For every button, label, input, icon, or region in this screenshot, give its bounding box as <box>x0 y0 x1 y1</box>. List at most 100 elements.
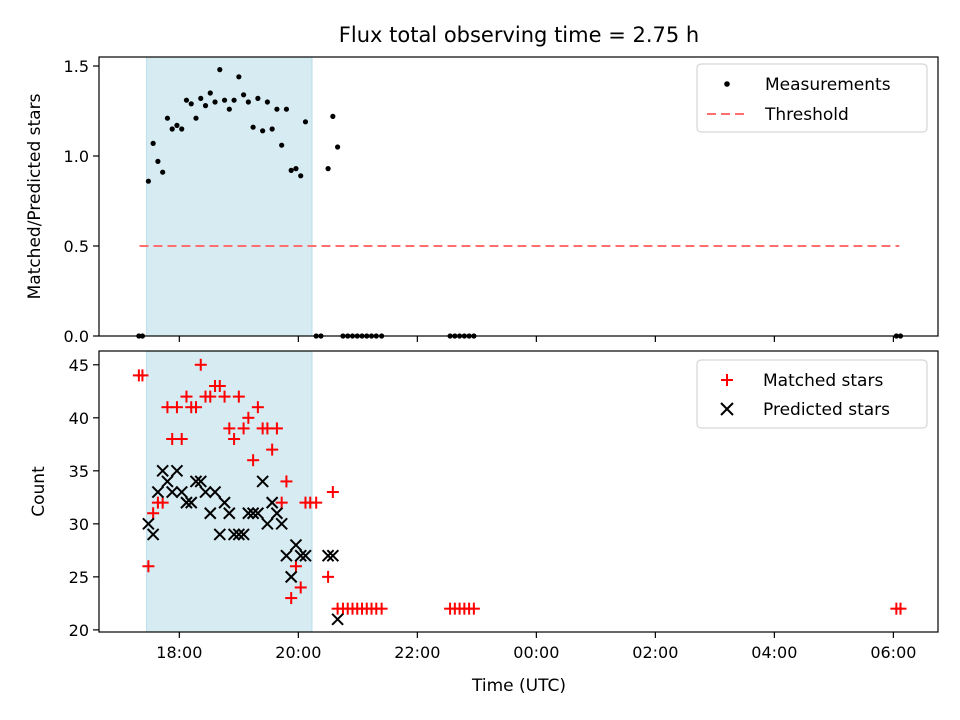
predicted-star-point <box>265 496 279 509</box>
predicted-star-point <box>170 464 184 478</box>
measurement-point <box>288 167 294 173</box>
predicted-star-point <box>146 528 160 541</box>
predicted-star-point <box>142 517 155 531</box>
predicted-star-point <box>284 570 298 584</box>
predicted-star-point <box>204 507 217 520</box>
matched-star-point <box>310 496 323 509</box>
measurement-point <box>269 126 275 132</box>
predicted-star-point <box>151 485 165 499</box>
predicted-star-point <box>275 517 288 531</box>
matched-star-point <box>294 581 307 594</box>
top-y-tick-label: 1.5 <box>64 57 89 76</box>
measurement-point <box>302 119 309 125</box>
x-tick-label: 20:00 <box>275 643 321 662</box>
measurement-point <box>255 95 261 101</box>
measurement-point <box>325 166 331 172</box>
matched-star-point <box>467 602 480 615</box>
measurement-point <box>245 99 251 105</box>
matched-star-point <box>289 560 302 573</box>
predicted-star-point <box>185 496 198 509</box>
legend-predicted-label: Predicted stars <box>763 400 890 420</box>
predicted-star-point <box>218 496 231 509</box>
bottom-y-tick-label: 40 <box>69 409 89 428</box>
matched-star-point <box>189 401 202 414</box>
matched-star-point <box>242 411 255 424</box>
matched-star-point <box>180 390 193 403</box>
bottom-panel: 20 25 30 35 40 45 18:00 20:00 22:00 00:00 02:00 04… <box>29 350 939 696</box>
predicted-star-point <box>280 549 293 562</box>
matched-star-point <box>194 358 207 371</box>
measurement-point <box>221 97 228 103</box>
measurement-point <box>250 124 256 130</box>
matched-star-point <box>213 379 226 392</box>
predicted-star-point <box>232 528 246 541</box>
measurement-point <box>274 106 280 112</box>
legend-measurements-label: Measurements <box>765 75 891 95</box>
chart-title: Flux total observing time = 2.75 h <box>339 23 699 47</box>
bottom-y-tick-label: 30 <box>69 515 89 534</box>
measurement-point <box>155 158 161 164</box>
bottom-y-tick-label: 45 <box>69 356 89 375</box>
matched-star-point <box>275 496 288 509</box>
measurement-point <box>193 115 199 121</box>
predicted-star-point <box>242 507 255 520</box>
measurement-point <box>207 90 213 96</box>
matched-star-point <box>218 390 231 403</box>
measurement-point <box>169 126 175 132</box>
matched-star-point <box>285 592 298 605</box>
predicted-star-point <box>189 475 203 488</box>
matched-star-point <box>270 422 283 435</box>
measurement-point <box>188 101 194 107</box>
measurement-point <box>150 140 156 146</box>
matched-star-point <box>251 401 264 414</box>
predicted-star-point <box>331 613 344 626</box>
matched-star-point <box>223 422 236 435</box>
matched-star-point <box>232 390 245 403</box>
measurement-point <box>174 122 180 128</box>
top-y-tick-label: 0.5 <box>64 237 89 256</box>
predicted-star-point <box>321 549 335 562</box>
x-tick-label: 00:00 <box>513 643 559 662</box>
top-panel: 0.0 0.5 1.0 1.5 Matched/Predicted stars Mea… <box>25 56 939 346</box>
predicted-star-point <box>156 464 169 478</box>
predicted-star-point <box>175 485 188 499</box>
matched-star-point <box>147 507 160 520</box>
legend-matched-marker <box>721 374 733 386</box>
predicted-star-point <box>208 485 222 499</box>
predicted-star-point <box>227 528 241 541</box>
measurement-point <box>293 166 299 172</box>
matched-star-point <box>326 486 339 499</box>
legend-measurement-marker <box>724 81 730 87</box>
predicted-star-point <box>180 496 193 509</box>
predicted-star-point <box>194 475 207 488</box>
predicted-star-point <box>251 507 265 520</box>
measurement-point <box>160 169 166 175</box>
matched-star-point <box>894 602 907 615</box>
top-y-tick-label: 1.0 <box>64 147 89 166</box>
measurement-point <box>279 142 285 148</box>
predicted-star-point <box>294 549 307 562</box>
bottom-y-axis-label: Count <box>29 466 49 517</box>
predicted-star-point <box>261 517 274 531</box>
bottom-y-tick-label: 20 <box>69 621 89 640</box>
measurement-point <box>260 128 266 134</box>
top-y-tick-label: 0.0 <box>64 327 89 346</box>
matched-star-point <box>204 390 217 403</box>
measurement-point <box>212 99 218 105</box>
predicted-star-point <box>161 475 174 488</box>
matched-star-point <box>266 443 279 456</box>
predicted-star-point <box>237 528 250 541</box>
matched-star-point <box>322 570 335 583</box>
measurement-point <box>183 97 190 103</box>
measurement-point <box>198 95 204 101</box>
measurement-point <box>335 144 341 150</box>
predicted-star-point <box>299 549 312 562</box>
matched-star-point <box>237 422 250 435</box>
top-legend: Measurements Threshold <box>696 63 928 133</box>
predicted-star-point <box>223 507 236 520</box>
x-axis-label: Time (UTC) <box>471 676 566 696</box>
measurement-point <box>298 173 304 179</box>
matched-star-point <box>142 560 155 573</box>
predicted-star-point <box>213 528 226 541</box>
measurement-point <box>240 92 247 98</box>
